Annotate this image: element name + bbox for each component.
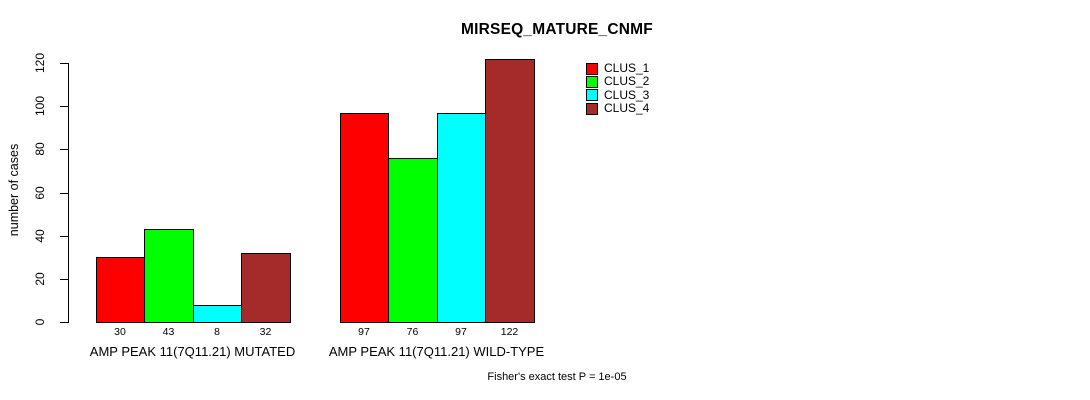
bar-clus_4-group2 — [485, 59, 535, 323]
bar-clus_2-group2 — [388, 158, 438, 323]
y-axis-tick — [60, 236, 68, 237]
legend-label-clus_3: CLUS_3 — [604, 87, 650, 102]
y-axis-tick — [60, 63, 68, 64]
y-axis-tick — [60, 322, 68, 323]
y-axis-tick-label: 40 — [33, 229, 47, 243]
legend-swatch-clus_4 — [586, 102, 598, 115]
y-axis-tick — [60, 279, 68, 280]
legend-row-clus_1: CLUS_1 — [586, 62, 649, 75]
bar-clus_4-group1 — [241, 253, 291, 323]
y-axis-line — [68, 63, 69, 323]
bar-value-label: 43 — [162, 326, 175, 338]
bar-clus_1-group2 — [340, 113, 389, 323]
group-label-2: AMP PEAK 11(7Q11.21) WILD-TYPE — [328, 344, 545, 359]
y-axis-tick — [60, 149, 68, 150]
bar-value-label: 32 — [259, 326, 272, 338]
bar-value-label: 76 — [406, 326, 419, 338]
y-axis-label: number of cases — [7, 143, 21, 237]
bar-clus_3-group1 — [193, 305, 242, 323]
legend-label-clus_1: CLUS_1 — [604, 61, 650, 76]
y-axis-tick — [60, 193, 68, 194]
bar-value-label: 30 — [114, 326, 126, 338]
bar-value-label: 122 — [500, 326, 519, 338]
bar-value-label: 8 — [214, 326, 220, 338]
legend: CLUS_1 CLUS_2 CLUS_3 CLUS_4 — [586, 62, 649, 115]
legend-row-clus_3: CLUS_3 — [586, 87, 650, 102]
legend-row-clus_4: CLUS_4 — [586, 102, 649, 115]
y-axis-tick-label: 20 — [33, 272, 47, 286]
legend-swatch-clus_3 — [586, 89, 598, 102]
bar-clus_2-group1 — [144, 229, 194, 323]
legend-label-clus_2: CLUS_2 — [604, 74, 650, 89]
bar-clus_1-group1 — [96, 257, 145, 323]
legend-swatch-clus_1 — [586, 62, 598, 75]
y-axis-tick — [60, 106, 68, 107]
chart-title: MIRSEQ_MATURE_CNMF — [461, 21, 653, 38]
y-axis-tick-label: 80 — [33, 142, 47, 156]
annotation-fishers-exact-test: Fisher's exact test P = 1e-05 — [487, 371, 627, 383]
group-label-1: AMP PEAK 11(7Q11.21) MUTATED — [89, 344, 296, 359]
legend-label-clus_4: CLUS_4 — [604, 101, 650, 116]
y-axis-tick-label: 60 — [33, 186, 47, 200]
bar-value-label: 97 — [455, 326, 467, 338]
y-axis-tick-label: 100 — [33, 95, 47, 117]
bar-clus_3-group2 — [437, 113, 486, 323]
legend-row-clus_2: CLUS_2 — [586, 75, 649, 88]
y-axis-tick-label: 120 — [33, 52, 47, 74]
bar-value-label: 97 — [358, 326, 370, 338]
legend-swatch-clus_2 — [586, 75, 598, 88]
y-axis-tick-label: 0 — [33, 318, 47, 326]
